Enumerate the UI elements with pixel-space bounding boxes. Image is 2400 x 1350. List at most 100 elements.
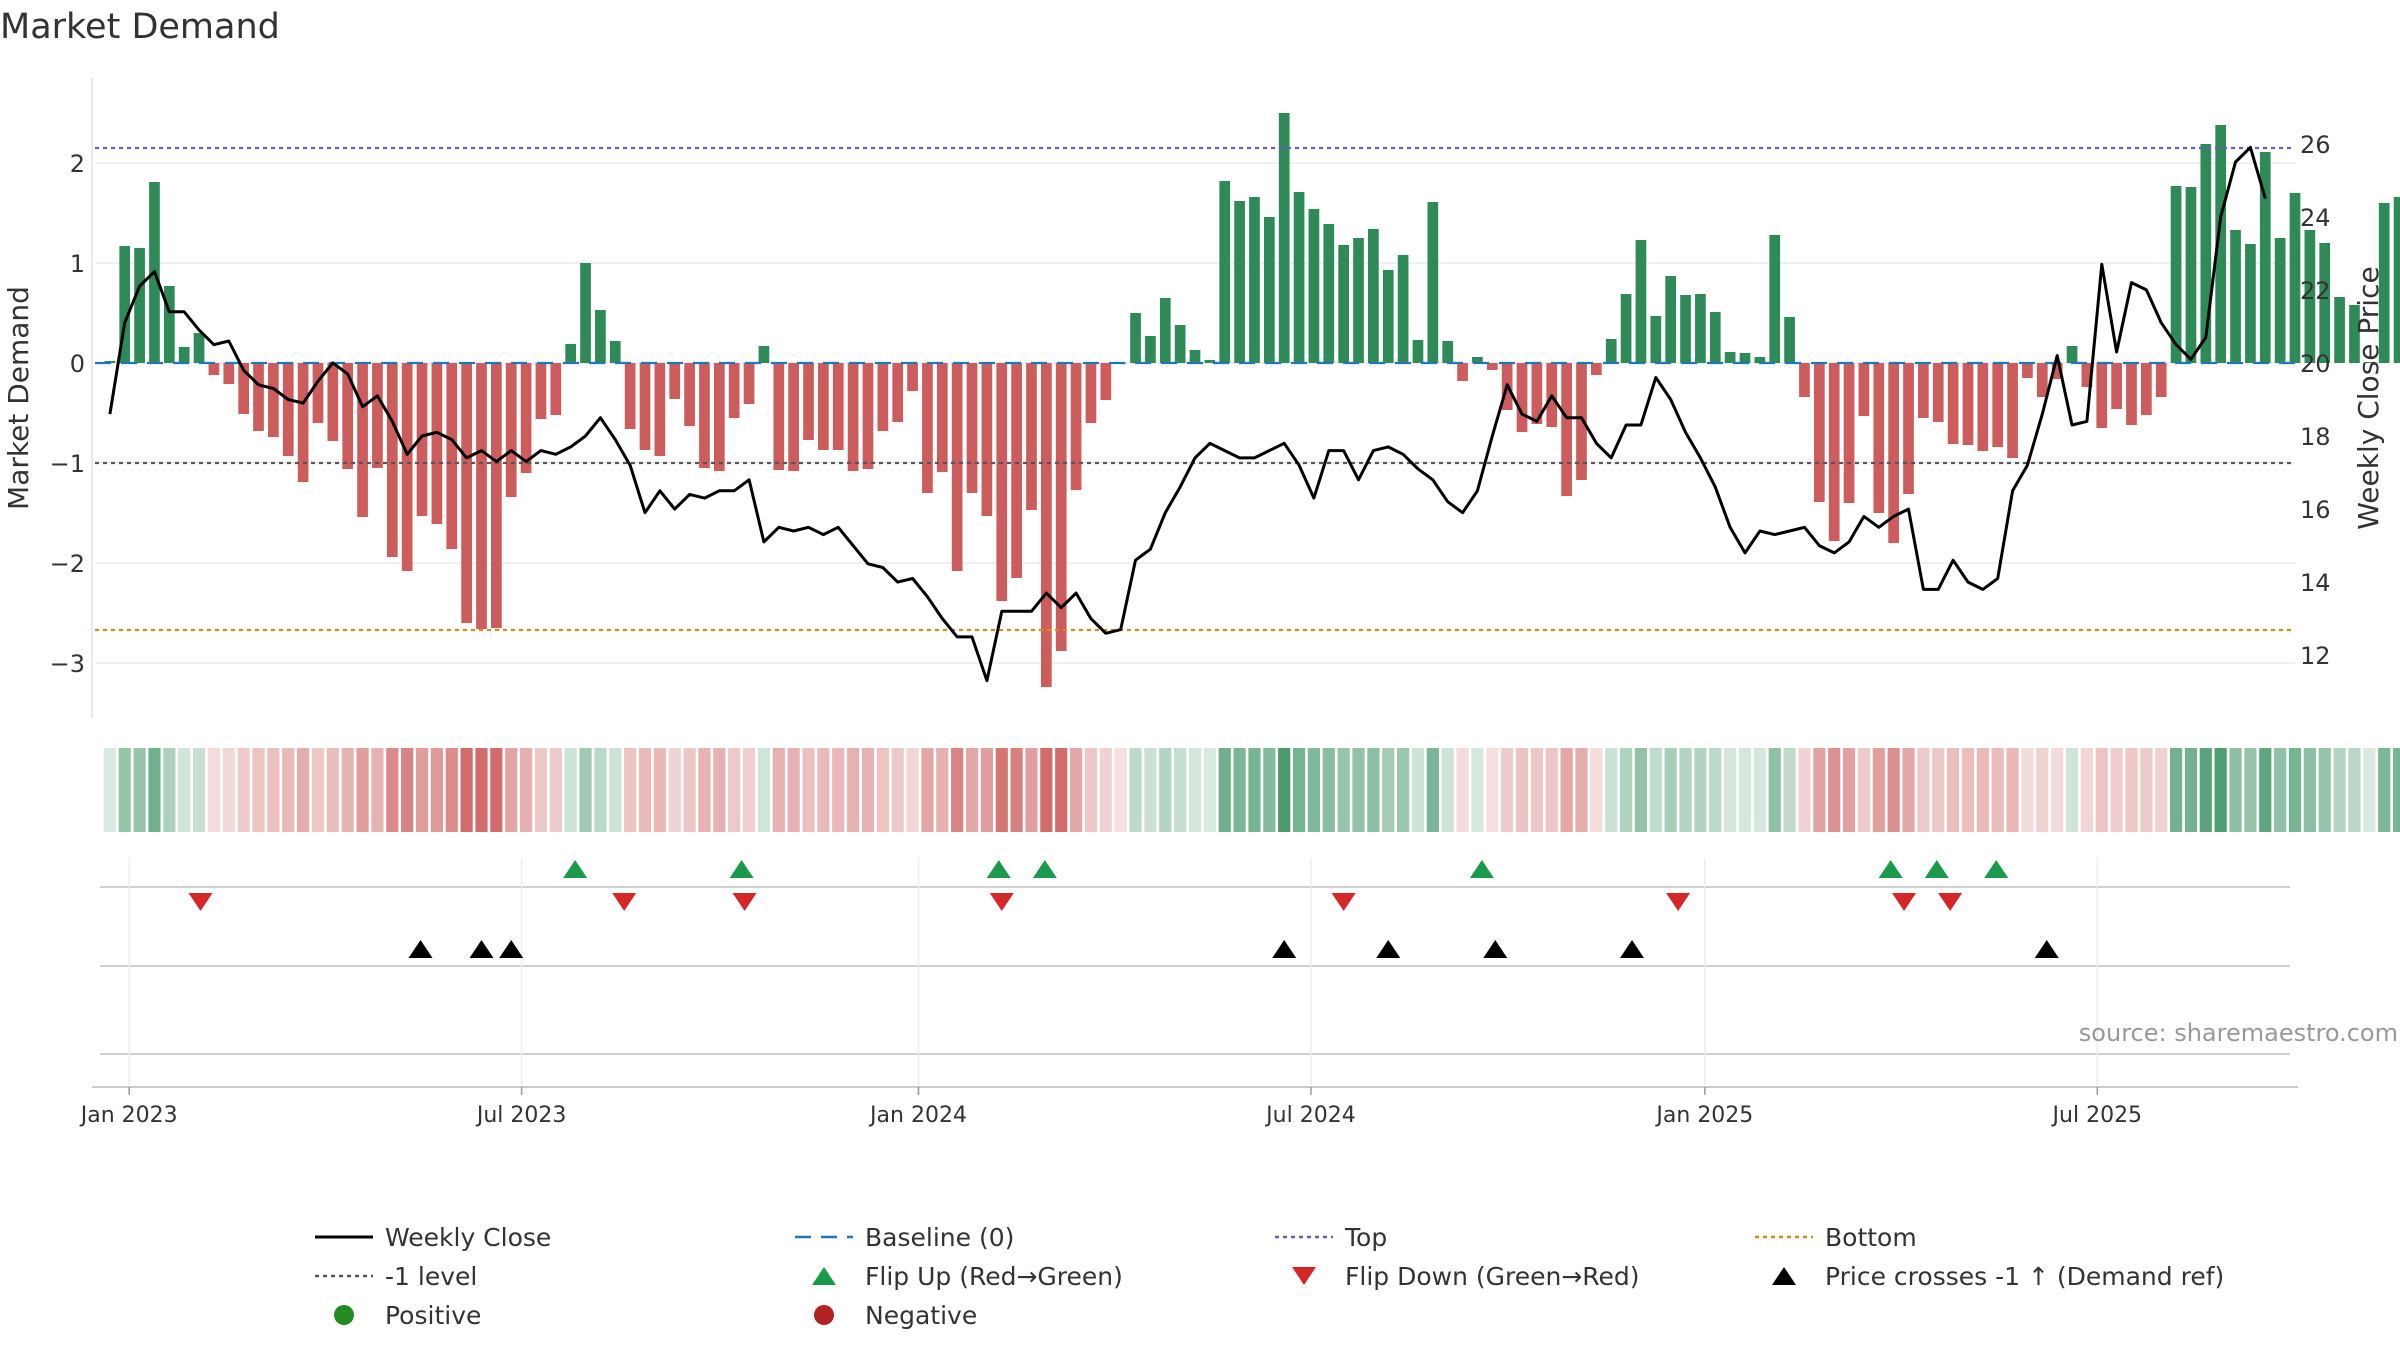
heat-cell: [1397, 748, 1410, 832]
legend-swatch: [1772, 1267, 1796, 1285]
price-cross-marker: [1483, 940, 1508, 958]
heat-cell: [2303, 748, 2316, 832]
demand-bar: [2066, 346, 2078, 363]
legend-label: Flip Down (Green→Red): [1345, 1262, 1640, 1291]
main-plot-area: 2 1 0 −1 −2 −3 26 24 22 20 18 16 14 12 Market Demand We…: [2, 78, 2400, 718]
heat-cell: [1159, 748, 1172, 832]
heat-cell: [1144, 748, 1157, 832]
demand-bar: [1486, 363, 1498, 370]
heat-cell: [2169, 748, 2183, 832]
heat-cell: [2378, 748, 2391, 832]
x-tick-label: Jan 2024: [868, 1103, 967, 1128]
heat-cell: [1917, 748, 1930, 832]
demand-bar: [639, 363, 651, 450]
demand-bar: [505, 363, 517, 497]
y2-tick-label: 18: [2300, 423, 2331, 451]
demand-bar: [2304, 230, 2316, 363]
demand-bar: [1293, 192, 1305, 363]
flip-up-marker: [1924, 860, 1949, 878]
y2-tick-label: 12: [2300, 642, 2331, 670]
demand-bar: [297, 363, 309, 482]
legend-item: Flip Up (Red→Green): [812, 1262, 1123, 1291]
demand-bar: [2274, 238, 2286, 363]
demand-bar: [773, 363, 785, 470]
heat-cell: [1367, 748, 1380, 832]
x-tick-label: Jul 2025: [2051, 1103, 2143, 1128]
demand-bar: [282, 363, 294, 456]
price-cross-marker: [2034, 940, 2059, 958]
demand-bar: [713, 363, 725, 471]
heat-cell: [1857, 748, 1871, 832]
heat-cell: [1188, 748, 1202, 832]
legend-item: Price crosses -1 ↑ (Demand ref): [1772, 1262, 2224, 1291]
demand-bar: [2155, 363, 2167, 397]
demand-bar: [2170, 186, 2182, 363]
heat-cell: [2333, 748, 2346, 832]
heat-cell: [1456, 748, 1469, 832]
demand-bar: [1903, 363, 1914, 494]
demand-bar: [476, 363, 487, 629]
demand-bar: [2185, 187, 2197, 363]
legend-label: Baseline (0): [865, 1223, 1014, 1252]
demand-bar: [2230, 230, 2241, 363]
heat-cell: [906, 748, 919, 832]
demand-bar: [372, 363, 383, 468]
heat-cell: [1738, 748, 1752, 832]
legend-item: Positive: [334, 1301, 481, 1330]
demand-bar: [1813, 363, 1825, 502]
flip-down-marker: [1938, 893, 1963, 911]
heat-cell: [2125, 748, 2138, 832]
heat-cell: [1634, 748, 1648, 832]
heat-cell: [1010, 748, 1023, 832]
flip-up-marker: [1878, 860, 1903, 878]
heat-cell: [1307, 748, 1321, 832]
demand-bar: [1739, 353, 1751, 363]
y2-tick-label: 16: [2300, 496, 2331, 524]
legend-label: Negative: [865, 1301, 977, 1330]
demand-bar: [1576, 363, 1587, 480]
demand-bar: [119, 246, 131, 363]
heat-cell: [1619, 748, 1633, 832]
demand-bar: [936, 363, 948, 472]
heat-cell: [311, 748, 325, 832]
flip-up-marker: [986, 860, 1011, 878]
heat-cell: [1976, 748, 1989, 832]
heat-cell: [1932, 748, 1945, 832]
heat-cell: [371, 748, 384, 832]
heat-cell: [1203, 748, 1216, 832]
heat-cell: [1441, 748, 1454, 832]
heat-cell: [951, 748, 964, 832]
heat-cell: [475, 748, 488, 832]
heat-cell: [401, 748, 414, 832]
demand-bar: [2111, 363, 2122, 409]
heat-cell: [118, 748, 131, 832]
heat-cell: [876, 748, 889, 832]
demand-bar: [1308, 209, 1320, 363]
heat-cell: [326, 748, 339, 832]
flip-up-marker: [1984, 860, 2009, 878]
demand-bar: [1159, 298, 1171, 363]
heat-cell: [178, 748, 191, 832]
heat-cell: [787, 748, 800, 832]
heat-cell: [1530, 748, 1543, 832]
heat-cell: [713, 748, 726, 832]
demand-bar: [565, 344, 577, 363]
demand-bar: [1174, 325, 1186, 363]
demand-bar: [788, 363, 799, 471]
heat-cell: [1872, 748, 1885, 832]
demand-bar: [595, 310, 606, 363]
demand-bar: [818, 363, 829, 450]
demand-bar: [1323, 224, 1335, 363]
demand-bar: [446, 363, 458, 549]
flip-down-marker: [989, 893, 1014, 911]
heat-cell: [2288, 748, 2302, 832]
demand-bar: [1472, 357, 1483, 363]
demand-bar: [386, 363, 398, 557]
heat-cell: [1575, 748, 1588, 832]
price-cross-marker: [499, 940, 524, 958]
legend-label: Bottom: [1825, 1223, 1917, 1252]
demand-bar: [1888, 363, 1899, 543]
heat-cell: [936, 748, 949, 832]
heat-cell: [1322, 748, 1335, 832]
heat-cell: [505, 748, 518, 832]
